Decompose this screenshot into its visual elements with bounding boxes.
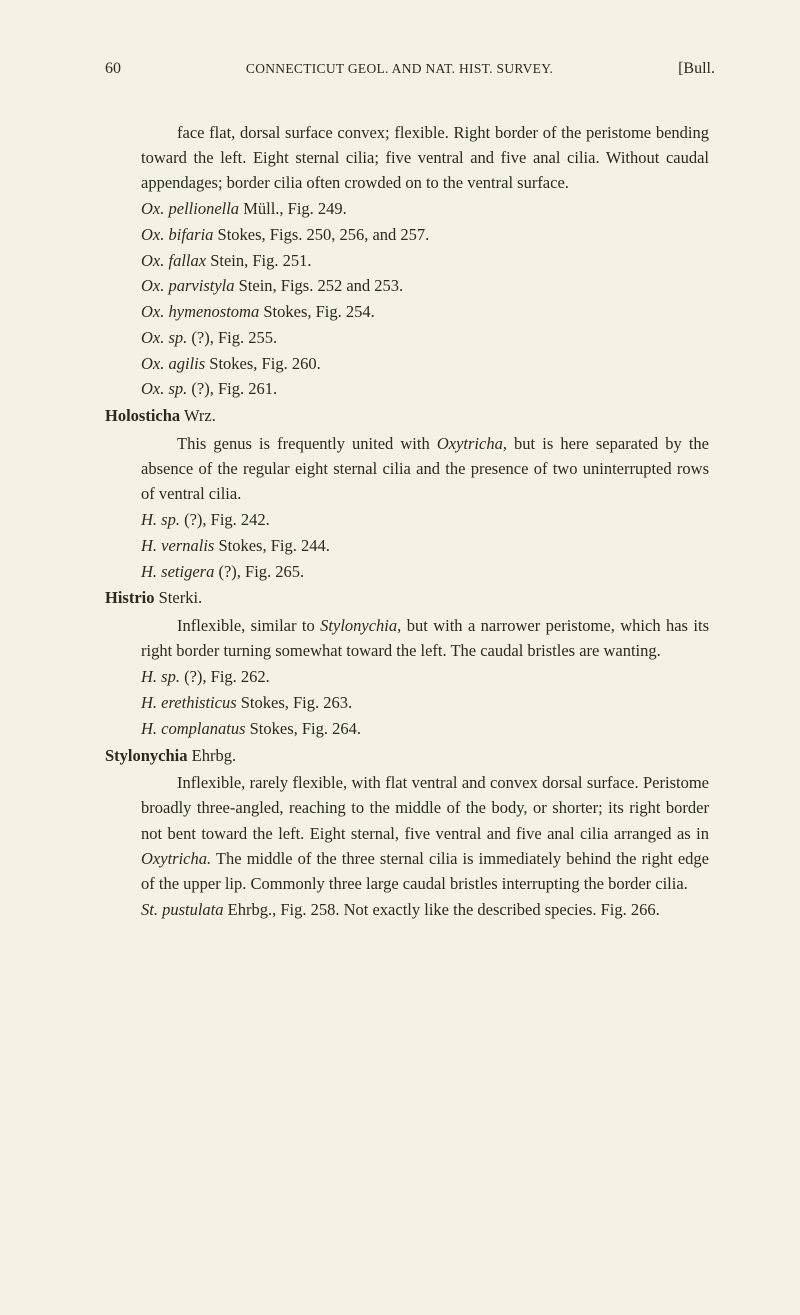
species-line: St. pustulata Ehrbg., Fig. 258. Not exac… xyxy=(105,898,715,923)
species-name: Ox. sp. xyxy=(141,328,187,347)
species-line: H. sp. (?), Fig. 262. xyxy=(105,665,715,690)
species-name: H. sp. xyxy=(141,510,180,529)
genus-name: Stylonychia xyxy=(105,746,188,765)
species-ref: Stein, Figs. 252 and 253. xyxy=(234,276,403,295)
species-line: H. sp. (?), Fig. 242. xyxy=(105,508,715,533)
species-line: H. vernalis Stokes, Fig. 244. xyxy=(105,534,715,559)
genus-name: Holosticha xyxy=(105,406,180,425)
desc-text: This genus is frequently united with xyxy=(177,434,437,453)
desc-text: The middle of the three sternal cilia is… xyxy=(141,849,709,893)
desc-text: Inflexible, similar to xyxy=(177,616,320,635)
species-ref: Stokes, Fig. 254. xyxy=(259,302,375,321)
species-line: Ox. parvistyla Stein, Figs. 252 and 253. xyxy=(105,274,715,299)
species-line: H. setigera (?), Fig. 265. xyxy=(105,560,715,585)
stylonychia-description: Inflexible, rarely flexible, with flat v… xyxy=(105,770,715,895)
desc-italic: Oxytricha, xyxy=(437,434,507,453)
desc-italic: Oxytricha. xyxy=(141,849,211,868)
header-title: CONNECTICUT GEOL. AND NAT. HIST. SURVEY. xyxy=(246,61,553,77)
header-bulletin: [Bull. xyxy=(678,60,715,78)
species-name: Ox. fallax xyxy=(141,251,206,270)
desc-text: Inflexible, rarely flexible, with flat v… xyxy=(141,773,709,842)
species-ref: Stokes, Fig. 263. xyxy=(237,693,353,712)
intro-description: face flat, dorsal surface convex; flexib… xyxy=(105,120,715,195)
species-name: H. sp. xyxy=(141,667,180,686)
species-line: H. erethisticus Stokes, Fig. 263. xyxy=(105,691,715,716)
species-line: Ox. hymenostoma Stokes, Fig. 254. xyxy=(105,300,715,325)
desc-italic: Stylonychia, xyxy=(320,616,401,635)
species-name: Ox. agilis xyxy=(141,354,205,373)
species-ref: (?), Fig. 242. xyxy=(180,510,270,529)
holosticha-description: This genus is frequently united with Oxy… xyxy=(105,431,715,506)
page-number: 60 xyxy=(105,60,121,78)
genus-stylonychia: Stylonychia Ehrbg. xyxy=(105,744,715,769)
species-ref: (?), Fig. 265. xyxy=(214,562,304,581)
species-name: St. pustulata xyxy=(141,900,224,919)
species-line: Ox. sp. (?), Fig. 255. xyxy=(105,326,715,351)
species-ref: (?), Fig. 262. xyxy=(180,667,270,686)
species-ref: Stokes, Fig. 260. xyxy=(205,354,321,373)
species-name: H. erethisticus xyxy=(141,693,237,712)
species-line: Ox. bifaria Stokes, Figs. 250, 256, and … xyxy=(105,223,715,248)
species-name: Ox. pellionella xyxy=(141,199,239,218)
species-name: H. vernalis xyxy=(141,536,214,555)
species-name: Ox. sp. xyxy=(141,379,187,398)
species-ref: Ehrbg., Fig. 258. Not exactly like the d… xyxy=(224,900,660,919)
histrio-description: Inflexible, similar to Stylonychia, but … xyxy=(105,613,715,663)
species-ref: (?), Fig. 255. xyxy=(187,328,277,347)
species-ref: Stokes, Fig. 264. xyxy=(246,719,362,738)
genus-holosticha: Holosticha Wrz. xyxy=(105,404,715,429)
species-name: H. setigera xyxy=(141,562,214,581)
species-line: H. complanatus Stokes, Fig. 264. xyxy=(105,717,715,742)
genus-authority: Wrz. xyxy=(180,406,216,425)
page-header: 60 CONNECTICUT GEOL. AND NAT. HIST. SURV… xyxy=(105,60,715,78)
genus-authority: Ehrbg. xyxy=(188,746,237,765)
species-ref: Müll., Fig. 249. xyxy=(239,199,347,218)
genus-name: Histrio xyxy=(105,588,155,607)
species-name: H. complanatus xyxy=(141,719,246,738)
species-line: Ox. sp. (?), Fig. 261. xyxy=(105,377,715,402)
species-line: Ox. pellionella Müll., Fig. 249. xyxy=(105,197,715,222)
species-ref: Stokes, Fig. 244. xyxy=(214,536,330,555)
species-line: Ox. fallax Stein, Fig. 251. xyxy=(105,249,715,274)
genus-authority: Sterki. xyxy=(155,588,203,607)
species-ref: (?), Fig. 261. xyxy=(187,379,277,398)
species-ref: Stokes, Figs. 250, 256, and 257. xyxy=(213,225,429,244)
species-ref: Stein, Fig. 251. xyxy=(206,251,311,270)
species-name: Ox. parvistyla xyxy=(141,276,234,295)
species-line: Ox. agilis Stokes, Fig. 260. xyxy=(105,352,715,377)
genus-histrio: Histrio Sterki. xyxy=(105,586,715,611)
species-name: Ox. hymenostoma xyxy=(141,302,259,321)
species-name: Ox. bifaria xyxy=(141,225,213,244)
